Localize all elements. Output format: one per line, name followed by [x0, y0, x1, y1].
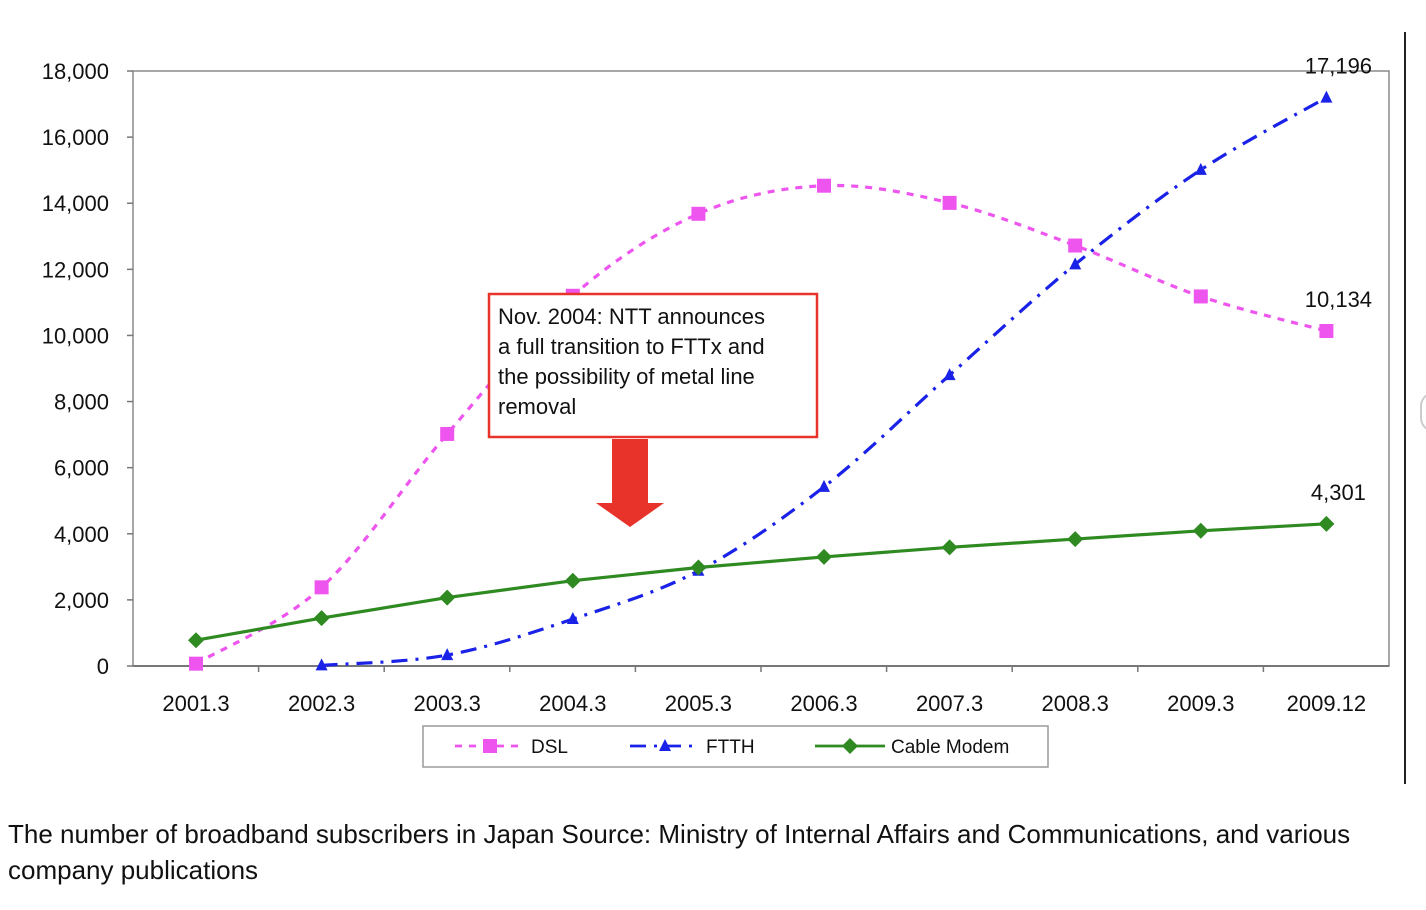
cable-modem-point [816, 548, 832, 565]
y-tick-label: 6,000 [54, 456, 109, 481]
annotation-line: Nov. 2004: NTT announces [498, 304, 765, 329]
dsl-point [1068, 238, 1083, 253]
ftth-point [943, 368, 956, 381]
ftth-point [1194, 162, 1207, 175]
ftth-line [321, 96, 1328, 667]
right-border-rule [1404, 32, 1406, 784]
y-tick-label: 16,000 [42, 125, 109, 150]
dsl-point [1319, 324, 1334, 339]
y-tick-label: 14,000 [42, 191, 109, 216]
cable-modem-point [1318, 515, 1335, 532]
ftth-point [1320, 90, 1333, 103]
ftth-end-label: 17,196 [1305, 54, 1372, 79]
end-labels: 17,196 10,134 4,301 [1305, 54, 1372, 505]
dsl-point [691, 206, 706, 221]
annotation: Nov. 2004: NTT announces a full transitio… [487, 292, 819, 527]
cable-modem-point [941, 539, 958, 556]
x-tick-label: 2006.3 [790, 691, 857, 716]
y-tick-label: 2,000 [54, 588, 109, 613]
x-tick-label: 2002.3 [288, 691, 355, 716]
legend-box [422, 725, 1049, 768]
cable-modem-point [1067, 531, 1084, 548]
y-tick-label: 4,000 [54, 522, 109, 547]
ftth-point [566, 612, 579, 625]
legend: DSL FTTH Cable Modem [422, 725, 1049, 768]
cable-modem-point [313, 610, 330, 627]
cable-modem-end-label: 4,301 [1311, 480, 1366, 505]
dsl-end-label: 10,134 [1305, 287, 1372, 312]
ftth-point [818, 479, 830, 492]
x-tick-label: 2009.12 [1287, 691, 1367, 716]
annotation-line: a full transition to FTTx and [498, 334, 765, 359]
annotation-line: the possibility of metal line [498, 364, 755, 389]
cable-modem-point [188, 632, 204, 649]
y-tick-label: 10,000 [42, 323, 109, 348]
x-tick-label: 2001.3 [162, 691, 229, 716]
cable-modem-point [439, 589, 456, 606]
ftth-point [1069, 257, 1082, 270]
legend-cable-modem-marker [842, 738, 858, 754]
x-tick-label: 2004.3 [539, 691, 606, 716]
dsl-point [817, 178, 831, 193]
y-tick-label: 12,000 [42, 257, 109, 282]
x-tick-label: 2003.3 [414, 691, 481, 716]
cable-modem-point [564, 572, 581, 589]
y-tick-label: 8,000 [54, 390, 109, 415]
ftth-point [441, 648, 454, 661]
chart-canvas: 0 2,000 4,000 6,000 8,000 10,000 12,000 14,000 1… [42, 54, 1390, 768]
y-tick-label: 0 [97, 654, 109, 679]
x-tick-label: 2007.3 [916, 691, 983, 716]
annotation-line: removal [498, 394, 576, 419]
cable-modem-point [1192, 522, 1209, 539]
dsl-point [1193, 289, 1208, 304]
legend-ftth-label: FTTH [706, 737, 755, 758]
cable-modem-point [690, 559, 707, 576]
x-tick-label: 2009.3 [1167, 691, 1234, 716]
y-tick-label: 18,000 [42, 59, 109, 84]
legend-cable-modem-label: Cable Modem [891, 737, 1009, 758]
dsl-point [189, 656, 203, 671]
x-tick-label: 2008.3 [1042, 691, 1109, 716]
legend-dsl-label: DSL [531, 737, 568, 758]
dsl-point [314, 580, 329, 595]
annotation-box [487, 292, 819, 439]
annotation-arrow [596, 439, 664, 527]
figure-caption: The number of broadband subscribers in J… [8, 819, 1351, 885]
dsl-line [195, 183, 1327, 666]
x-tick-label: 2005.3 [665, 691, 732, 716]
ftth-point [315, 658, 328, 671]
legend-dsl-marker [483, 739, 497, 753]
legend-ftth-marker [659, 739, 671, 751]
cable-modem-line [195, 522, 1327, 642]
dsl-point [942, 195, 957, 210]
series-lines [188, 90, 1335, 671]
dsl-point [440, 426, 455, 441]
